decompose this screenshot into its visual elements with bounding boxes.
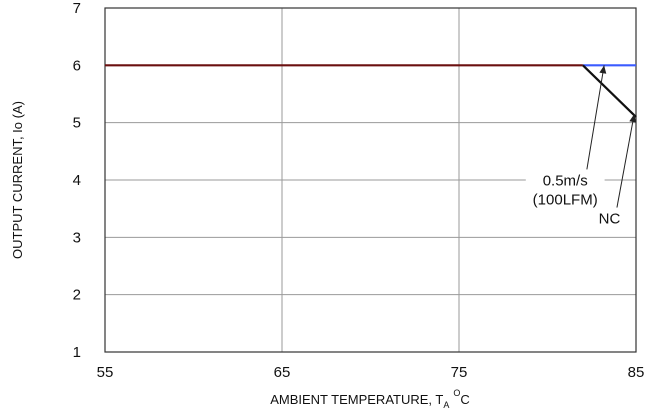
x-axis-title-unit: C [460,392,469,407]
y-tick-label: 5 [73,115,81,132]
annotation-leader [586,65,605,170]
x-tick-label: 55 [97,364,114,381]
tick-labels: 55 65 75 85 1 2 3 4 5 6 7 [73,0,645,381]
x-tick-label: 65 [274,364,291,381]
series-lines [105,64,637,118]
x-tick-label: 85 [628,364,645,381]
x-axis-title-sup: O [453,388,460,398]
annotation-background [525,169,605,214]
y-tick-label: 2 [73,287,81,304]
x-axis-title-main: AMBIENT TEMPERATURE, T [270,392,443,407]
y-tick-label: 4 [73,172,81,189]
series-line-nc [582,64,637,118]
y-tick-label: 6 [73,57,81,74]
annotation-arrowhead [629,114,637,123]
annotation-label: 0.5m/s [543,172,588,189]
x-axis-title-sub: A [443,400,449,410]
x-axis-title: AMBIENT TEMPERATURE, TAOC [270,388,470,410]
annotation-label: NC [599,211,621,228]
y-axis-title: OUTPUT CURRENT, Io (A) [10,101,25,259]
annotation-arrowhead [599,65,607,74]
annotation-background [595,207,624,233]
annotation-leader [616,113,635,208]
y-tick-label: 3 [73,229,81,246]
x-tick-label: 75 [451,364,468,381]
y-tick-label: 1 [73,344,81,361]
annotation-label: (100LFM) [533,191,598,208]
y-tick-label: 7 [73,0,81,17]
plot-area-frame [104,7,637,353]
annotations: 0.5m/s (100LFM)NC [525,65,637,233]
